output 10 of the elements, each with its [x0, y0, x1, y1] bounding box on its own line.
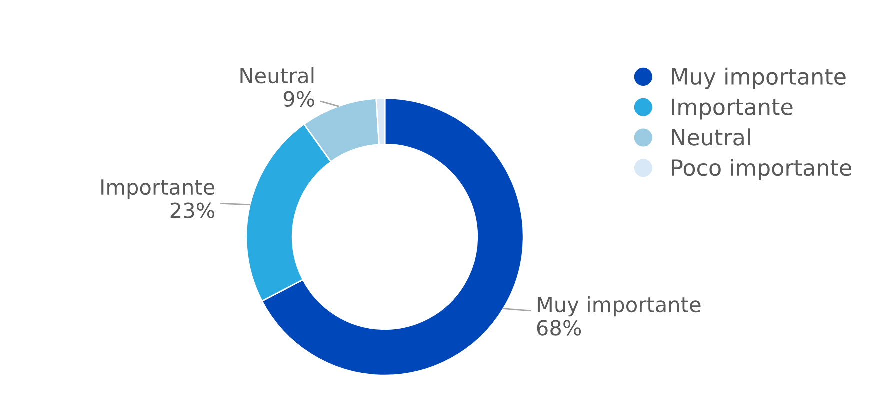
- slice-label: Importante: [102, 180, 215, 200]
- data-label: 68%: [537, 320, 582, 336]
- data-label: 23%: [170, 202, 214, 218]
- legend-label: Poco importante: [672, 159, 852, 181]
- data-label: 9%: [284, 91, 314, 107]
- slice-label: Neutral: [240, 68, 314, 84]
- legend-label: Importante: [672, 98, 793, 120]
- legend-label: Muy importante: [672, 68, 846, 90]
- legend-label: Neutral: [672, 128, 750, 146]
- slice-label: Muy importante: [538, 296, 701, 317]
